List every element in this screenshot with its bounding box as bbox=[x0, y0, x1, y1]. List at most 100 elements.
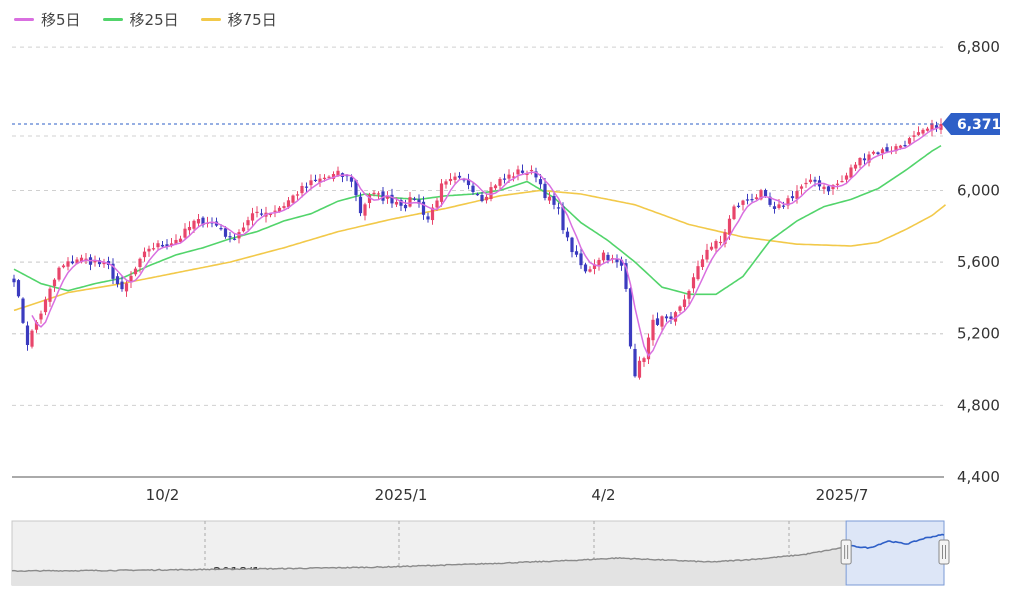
candle-body-84 bbox=[390, 194, 394, 204]
candle-164 bbox=[750, 193, 754, 203]
candle-body-49 bbox=[232, 238, 237, 240]
candle-87 bbox=[403, 199, 408, 212]
candle-101 bbox=[466, 173, 471, 190]
candle-62 bbox=[291, 194, 295, 204]
candle-65 bbox=[304, 182, 309, 193]
candle-body-204 bbox=[930, 123, 934, 131]
candle-67 bbox=[313, 174, 318, 183]
candle-body-155 bbox=[709, 246, 714, 250]
candle-105 bbox=[484, 193, 489, 204]
candle-106 bbox=[489, 181, 493, 202]
candle-189 bbox=[862, 153, 867, 166]
candle-body-93 bbox=[430, 207, 435, 221]
candle-body-66 bbox=[309, 180, 313, 186]
candle-138 bbox=[633, 343, 637, 378]
candle-114 bbox=[525, 170, 529, 181]
candle-98 bbox=[453, 172, 457, 184]
candle-body-193 bbox=[880, 149, 885, 154]
overview-navigator[interactable]: 2018/12020/12022/12024/ bbox=[11, 520, 950, 586]
candle-body-190 bbox=[867, 154, 871, 163]
candle-42 bbox=[201, 216, 205, 228]
candle-32 bbox=[156, 240, 160, 251]
candle-77 bbox=[358, 192, 363, 217]
candle-body-98 bbox=[453, 176, 457, 180]
legend-swatch-1 bbox=[102, 17, 123, 21]
candle-body-94 bbox=[435, 200, 439, 208]
candle-body-29 bbox=[142, 251, 147, 258]
candle-body-101 bbox=[466, 179, 471, 186]
candle-79 bbox=[367, 192, 372, 209]
candle-body-108 bbox=[498, 178, 502, 186]
candle-body-12 bbox=[66, 261, 70, 267]
candle-body-134 bbox=[615, 258, 619, 263]
candle-90 bbox=[417, 194, 421, 208]
candle-body-3 bbox=[25, 325, 30, 346]
candle-body-140 bbox=[642, 358, 646, 363]
candle-body-199 bbox=[907, 138, 912, 144]
legend-item-0[interactable]: 移5日 bbox=[14, 9, 81, 30]
candle-156 bbox=[714, 239, 718, 254]
candle-157 bbox=[718, 235, 723, 246]
candle-body-7 bbox=[43, 299, 48, 313]
legend-item-1[interactable]: 移25日 bbox=[102, 9, 179, 30]
candle-body-205 bbox=[934, 125, 939, 128]
candle-203 bbox=[925, 126, 930, 132]
candle-body-139 bbox=[637, 360, 642, 378]
candle-body-154 bbox=[705, 249, 709, 260]
candle-136 bbox=[624, 258, 628, 292]
candle-body-161 bbox=[736, 205, 741, 207]
y-tick-label-1: 6,000 bbox=[957, 181, 1000, 199]
candle-body-165 bbox=[754, 197, 759, 200]
candle-body-85 bbox=[394, 201, 399, 205]
candle-95 bbox=[439, 178, 444, 207]
candle-body-137 bbox=[628, 288, 633, 347]
overview-handle-0[interactable] bbox=[840, 539, 852, 565]
candle-body-177 bbox=[808, 179, 813, 183]
candle-52 bbox=[246, 216, 250, 231]
candle-152 bbox=[696, 260, 700, 281]
candle-82 bbox=[381, 187, 385, 205]
candle-body-36 bbox=[174, 239, 178, 245]
candle-body-60 bbox=[282, 206, 286, 208]
candle-body-20 bbox=[102, 262, 106, 265]
candle-38 bbox=[183, 223, 187, 240]
candle-134 bbox=[615, 254, 619, 268]
candle-140 bbox=[642, 356, 646, 367]
candle-body-23 bbox=[115, 276, 120, 285]
candle-body-146 bbox=[669, 316, 673, 320]
candle-107 bbox=[493, 184, 498, 190]
y-tick-label-0: 6,800 bbox=[957, 38, 1000, 56]
candle-body-194 bbox=[885, 147, 889, 152]
candle-body-203 bbox=[925, 128, 930, 131]
candle-body-200 bbox=[912, 135, 916, 137]
candle-141 bbox=[646, 333, 651, 365]
candle-body-41 bbox=[196, 219, 201, 224]
last-price-badge bbox=[942, 112, 1000, 135]
candle-body-90 bbox=[417, 199, 421, 204]
candle-195 bbox=[889, 146, 894, 155]
candle-body-87 bbox=[403, 204, 408, 209]
candle-10 bbox=[57, 266, 61, 282]
candle-body-103 bbox=[475, 194, 480, 196]
series-ma75 bbox=[13, 189, 947, 312]
legend-item-2[interactable]: 移75日 bbox=[200, 9, 277, 30]
candle-137 bbox=[628, 287, 633, 349]
candle-53 bbox=[250, 207, 255, 226]
legend: 移5日 移25日 移75日 bbox=[14, 6, 277, 32]
candle-body-62 bbox=[291, 195, 295, 203]
candle-body-35 bbox=[169, 243, 174, 246]
candle-body-197 bbox=[898, 145, 903, 148]
overview-handle-1[interactable] bbox=[938, 539, 950, 565]
candle-39 bbox=[187, 221, 192, 235]
candle-body-51 bbox=[241, 227, 246, 232]
candle-body-24 bbox=[120, 281, 124, 290]
candle-116 bbox=[534, 167, 538, 183]
candle-body-52 bbox=[246, 220, 250, 226]
candle-body-196 bbox=[894, 146, 898, 152]
candle-144 bbox=[660, 315, 664, 333]
candle-body-86 bbox=[399, 199, 403, 206]
candle-78 bbox=[363, 202, 367, 221]
candle-172 bbox=[786, 195, 790, 210]
candle-body-174 bbox=[795, 191, 799, 199]
candle-body-4 bbox=[30, 330, 34, 347]
